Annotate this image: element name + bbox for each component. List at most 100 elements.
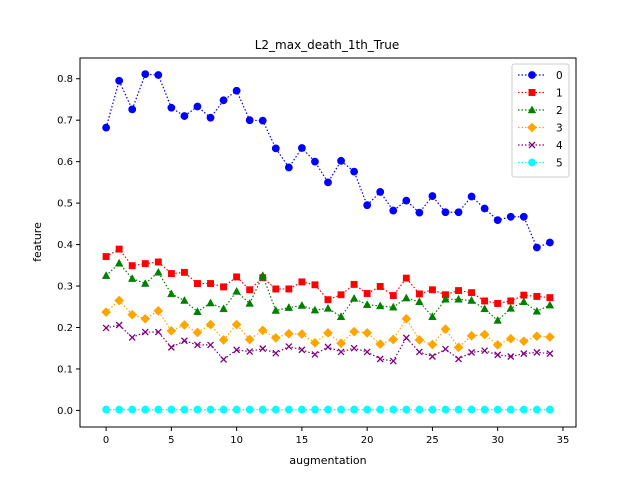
data-point <box>480 405 489 414</box>
legend-label: 4 <box>556 140 563 152</box>
data-point <box>455 355 462 363</box>
data-point <box>246 286 254 294</box>
data-point <box>127 309 138 320</box>
data-point <box>245 298 254 307</box>
data-point <box>507 297 515 305</box>
data-point <box>244 334 255 345</box>
x-tick-label: 15 <box>296 435 309 446</box>
data-point <box>167 343 175 351</box>
data-point <box>192 327 203 338</box>
data-point <box>180 112 189 120</box>
data-point <box>311 157 319 166</box>
data-point <box>376 282 384 290</box>
data-point <box>285 285 293 293</box>
x-tick-label: 35 <box>557 435 570 446</box>
data-point <box>272 285 280 293</box>
data-point <box>519 212 528 221</box>
data-point <box>102 405 111 414</box>
data-point <box>506 212 515 221</box>
legend-marker <box>528 71 536 79</box>
data-point <box>284 405 293 414</box>
data-point <box>272 349 280 357</box>
data-point <box>128 333 136 341</box>
data-point <box>271 405 280 414</box>
data-point <box>232 86 241 95</box>
legend-marker <box>527 122 537 133</box>
data-point <box>363 348 371 356</box>
data-point <box>337 405 345 414</box>
data-point <box>167 270 175 278</box>
data-point <box>481 297 489 305</box>
series-line-1 <box>105 248 550 305</box>
data-point <box>102 253 110 261</box>
data-point <box>493 216 502 225</box>
data-point <box>402 334 410 342</box>
data-point <box>219 304 228 313</box>
data-point <box>127 274 137 282</box>
data-point <box>546 350 554 358</box>
data-point <box>518 336 529 347</box>
data-point <box>376 405 385 414</box>
data-point <box>284 303 294 311</box>
data-point <box>153 305 164 316</box>
data-point <box>492 339 503 350</box>
data-point <box>389 292 397 300</box>
data-point <box>481 347 489 355</box>
data-point <box>271 305 281 314</box>
data-point <box>115 321 123 329</box>
data-point <box>205 319 216 330</box>
data-point <box>493 315 502 324</box>
data-point <box>454 405 463 414</box>
data-point <box>349 293 359 302</box>
data-point <box>218 334 229 345</box>
data-point <box>311 281 319 289</box>
data-point <box>337 291 345 299</box>
data-point <box>350 344 358 352</box>
data-point <box>362 300 372 308</box>
data-point <box>296 329 307 340</box>
chart-title: L2_max_death_1th_True <box>255 38 400 52</box>
data-point <box>532 306 542 315</box>
data-point <box>545 300 555 309</box>
data-point <box>179 320 190 330</box>
y-tick-label: 0.0 <box>57 406 73 417</box>
data-point <box>180 268 188 276</box>
y-tick-label: 0.4 <box>57 240 73 251</box>
data-point <box>349 326 360 337</box>
data-point <box>232 286 241 295</box>
data-point <box>297 144 306 152</box>
data-point <box>310 305 320 314</box>
legend-entry-0: 0 <box>518 70 563 82</box>
data-point <box>128 105 137 114</box>
data-point <box>389 302 398 311</box>
legend-label: 3 <box>556 123 563 135</box>
data-point <box>285 343 293 351</box>
data-point <box>115 76 124 85</box>
data-point <box>455 287 462 295</box>
data-point <box>336 338 347 349</box>
data-point <box>245 116 254 125</box>
data-point <box>428 312 437 320</box>
data-point <box>154 258 162 266</box>
data-point <box>546 294 554 302</box>
data-point <box>506 303 515 312</box>
x-tick-label: 20 <box>361 435 374 446</box>
data-point <box>414 334 425 345</box>
data-point <box>453 342 464 353</box>
data-point <box>233 273 241 281</box>
data-point <box>309 337 320 348</box>
series-line-2 <box>105 262 551 322</box>
data-point <box>428 286 436 294</box>
data-point <box>167 103 176 112</box>
data-point <box>415 297 424 306</box>
data-point <box>389 405 398 414</box>
plot-frame <box>79 57 577 428</box>
data-point <box>454 294 463 303</box>
data-point <box>375 339 386 350</box>
data-point <box>180 296 189 304</box>
data-point <box>479 329 490 340</box>
data-point <box>454 208 463 217</box>
data-point <box>388 334 399 345</box>
x-tick-label: 25 <box>426 435 439 446</box>
data-point <box>468 289 476 297</box>
